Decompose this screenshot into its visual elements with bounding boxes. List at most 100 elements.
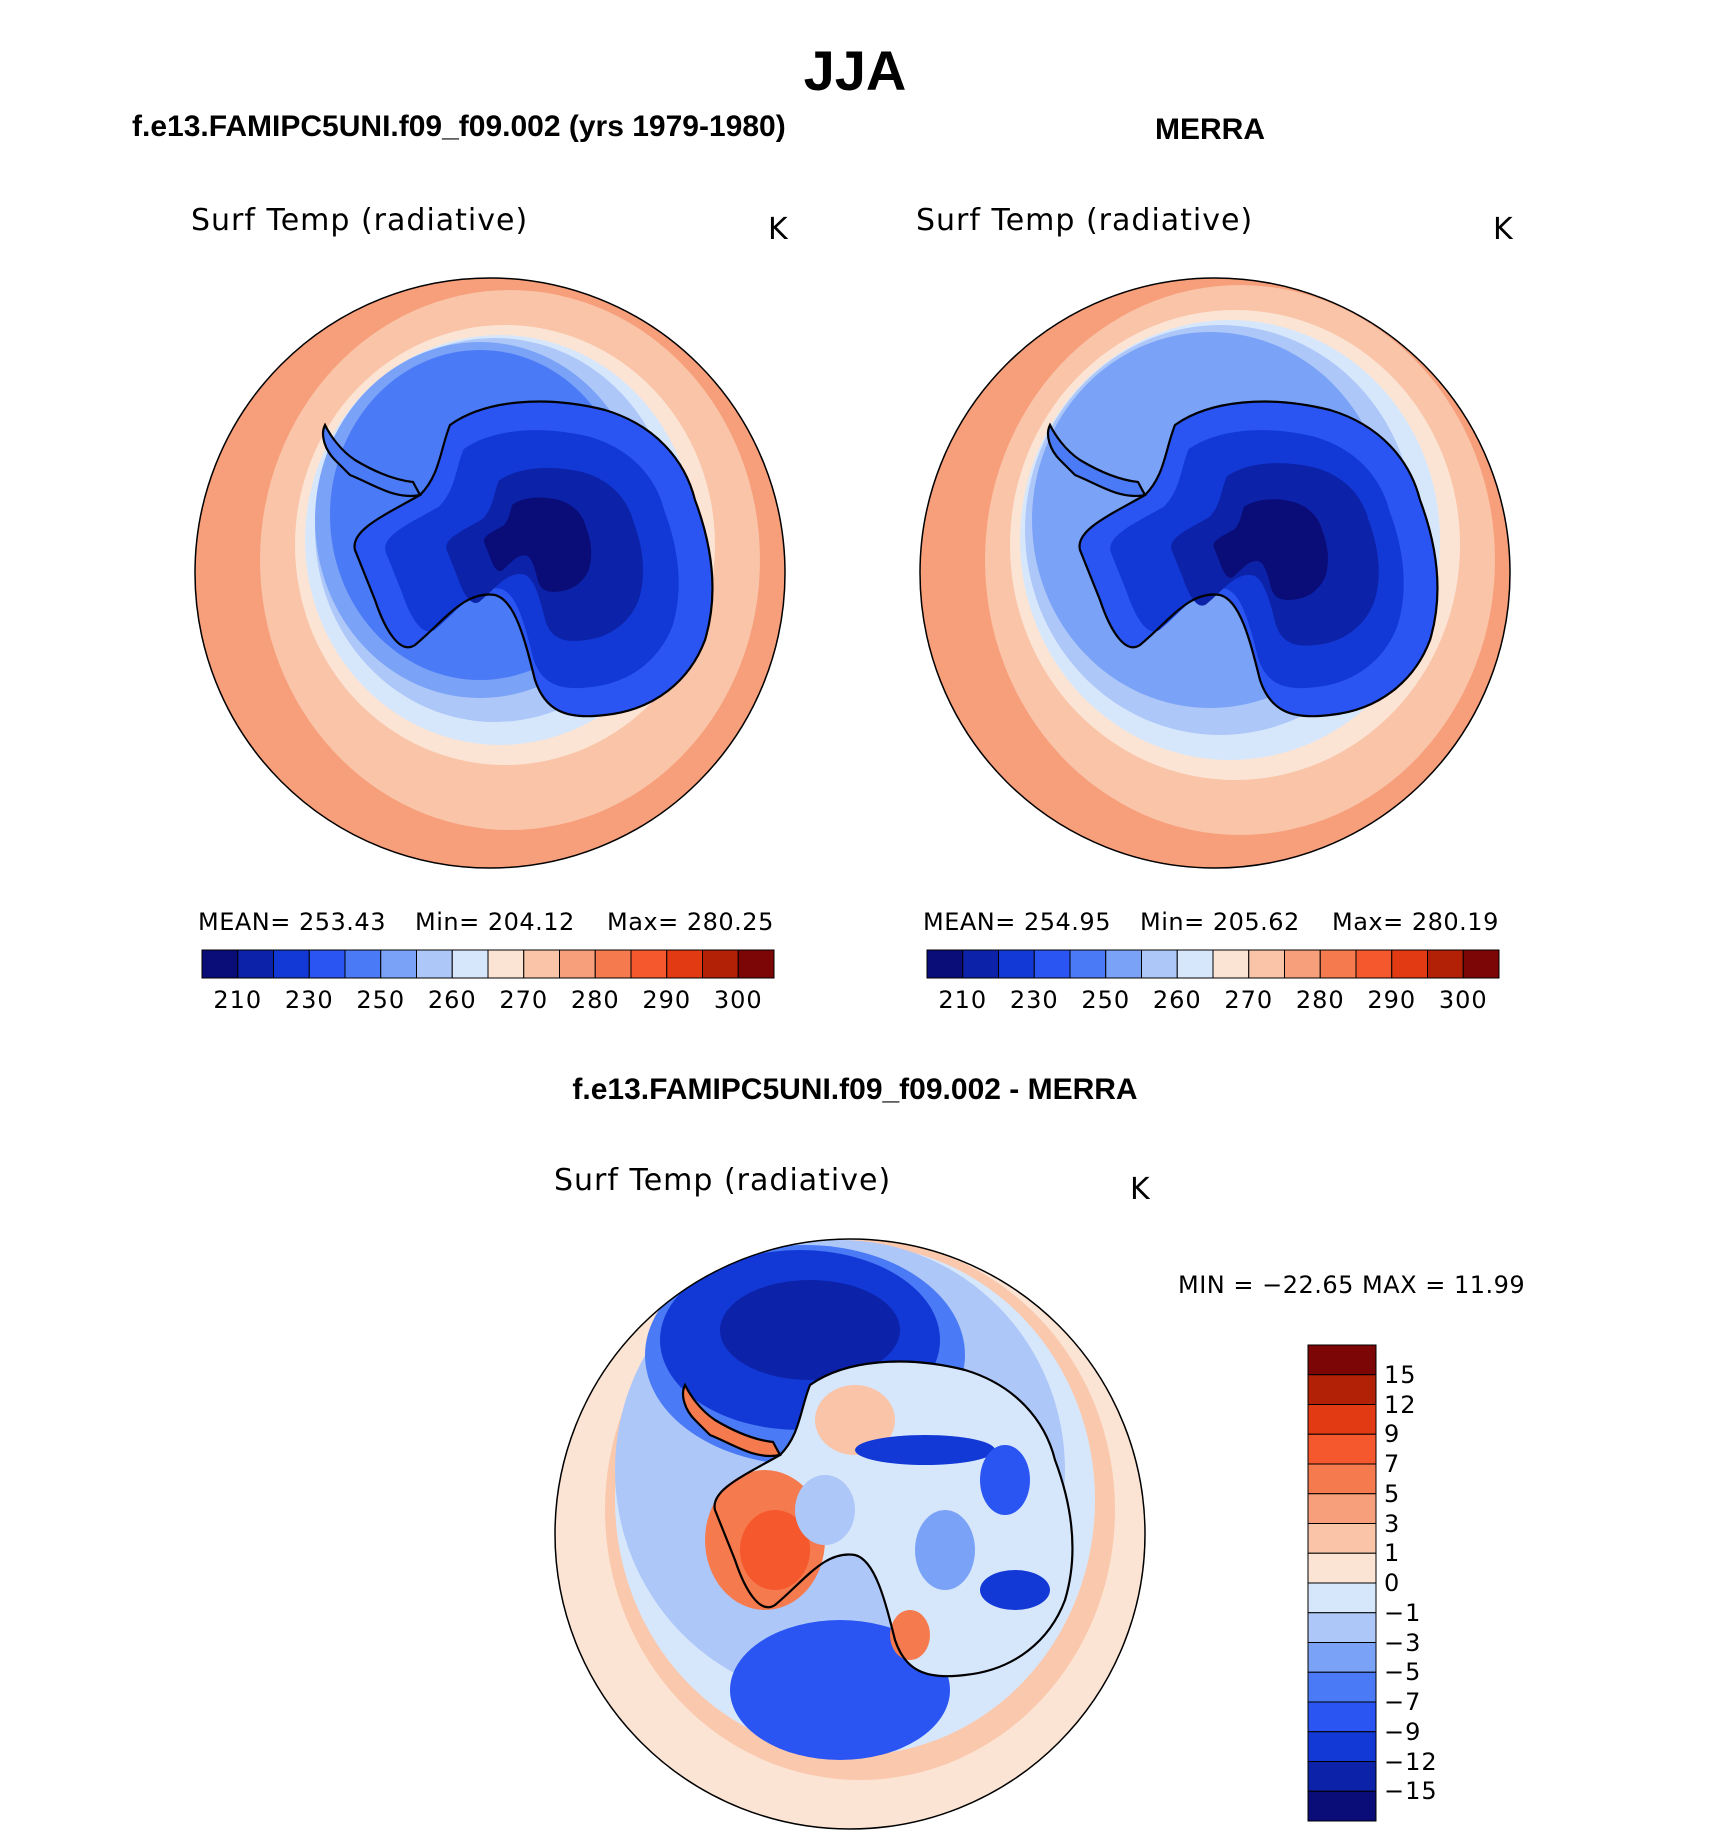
diff-panel-title: f.e13.FAMIPC5UNI.f09_f09.002 - MERRA: [572, 1073, 1138, 1106]
model-colorbar-box: [451, 949, 489, 979]
obs-colorbar-tick: 290: [1367, 986, 1417, 1014]
model-colorbar-tick: 230: [284, 986, 334, 1014]
model-variable-label: Surf Temp (radiative): [191, 203, 529, 238]
model-colorbar-tick: 280: [570, 986, 620, 1014]
diff-colorbar-tick: −12: [1384, 1747, 1438, 1776]
obs-colorbar-box: [1427, 949, 1464, 979]
obs-panel-title: MERRA: [1155, 113, 1265, 146]
diff-colorbar-box: [1307, 1463, 1377, 1495]
figure-title: JJA: [803, 39, 907, 102]
model-colorbar-box: [666, 949, 703, 979]
obs-colorbar-tick: 230: [1009, 986, 1059, 1014]
model-colorbar-box: [201, 949, 239, 979]
obs-colorbar-box: [1284, 949, 1321, 979]
obs-colorbar: [926, 949, 1500, 979]
diff-colorbar-tick: 9: [1384, 1420, 1401, 1449]
model-colorbar-box: [237, 949, 274, 979]
model-colorbar-tick: 210: [213, 986, 263, 1014]
obs-colorbar-box: [1319, 949, 1357, 979]
diff-units-label: K: [1130, 1172, 1151, 1207]
model-colorbar-box: [308, 949, 346, 979]
diff-colorbar-box: [1307, 1582, 1377, 1614]
diff-colorbar-tick: 15: [1384, 1360, 1417, 1389]
diff-colorbar-box: [1307, 1552, 1377, 1584]
diff-minmax: MIN = −22.65 MAX = 11.99: [1178, 1271, 1526, 1299]
model-colorbar-box: [559, 949, 596, 979]
model-colorbar-tick: 300: [713, 986, 763, 1014]
diff-colorbar: [1307, 1344, 1377, 1822]
obs-colorbar-box: [1141, 949, 1178, 979]
obs-colorbar-box: [1355, 949, 1393, 979]
obs-colorbar-box: [1069, 949, 1107, 979]
obs-colorbar-box: [998, 949, 1035, 979]
diff-colorbar-box: [1307, 1523, 1377, 1554]
obs-colorbar-box: [1248, 949, 1285, 979]
obs-colorbar-box: [1176, 949, 1214, 979]
diff-colorbar-box: [1307, 1701, 1377, 1733]
model-min: Min= 204.12: [415, 908, 575, 936]
obs-colorbar-tick: 280: [1295, 986, 1345, 1014]
model-max: Max= 280.25: [607, 908, 774, 936]
diff-colorbar-tick: 3: [1384, 1509, 1401, 1538]
diff-colorbar-tick: −5: [1384, 1658, 1422, 1687]
obs-colorbar-box: [1033, 949, 1071, 979]
model-mean: MEAN= 253.43: [198, 908, 386, 936]
obs-colorbar-tick: 300: [1438, 986, 1488, 1014]
model-colorbar-box: [702, 949, 739, 979]
diff-colorbar-box: [1307, 1731, 1377, 1762]
model-colorbar-box: [630, 949, 668, 979]
obs-colorbar-box: [1212, 949, 1250, 979]
diff-colorbar-tick: 1: [1384, 1539, 1401, 1568]
diff-colorbar-box: [1307, 1374, 1377, 1405]
obs-colorbar-tick: 270: [1224, 986, 1274, 1014]
model-colorbar-tick: 260: [427, 986, 477, 1014]
model-colorbar-box: [737, 949, 775, 979]
diff-colorbar-box: [1307, 1790, 1377, 1822]
model-colorbar-box: [344, 949, 382, 979]
obs-variable-label: Surf Temp (radiative): [916, 203, 1254, 238]
diff-colorbar-tick: 7: [1384, 1450, 1401, 1478]
diff-colorbar-box: [1307, 1642, 1377, 1673]
diff-colorbar-tick: −9: [1384, 1717, 1422, 1746]
diff-colorbar-tick: 0: [1384, 1569, 1401, 1597]
model-colorbar-tick: 290: [642, 986, 692, 1014]
obs-colorbar-tick: 210: [938, 986, 988, 1014]
obs-colorbar-tick: 260: [1152, 986, 1202, 1014]
obs-min: Min= 205.62: [1140, 908, 1300, 936]
model-colorbar-box: [416, 949, 453, 979]
diff-colorbar-tick: −1: [1384, 1598, 1422, 1627]
diff-variable-label: Surf Temp (radiative): [554, 1163, 892, 1198]
obs-colorbar-box: [1391, 949, 1428, 979]
model-colorbar-box: [523, 949, 560, 979]
diff-colorbar-box: [1307, 1344, 1377, 1376]
diff-colorbar-tick: −15: [1384, 1777, 1438, 1806]
model-map: [195, 278, 785, 868]
diff-colorbar-box: [1307, 1493, 1377, 1524]
model-colorbar-box: [273, 949, 310, 979]
obs-colorbar-box: [1462, 949, 1500, 979]
diff-colorbar-box: [1307, 1612, 1377, 1643]
model-colorbar-tick: 250: [356, 986, 406, 1014]
model-colorbar: [201, 949, 775, 979]
diff-colorbar-tick: 12: [1384, 1390, 1417, 1419]
diff-map: [555, 1239, 1145, 1829]
diff-colorbar-box: [1307, 1404, 1377, 1435]
model-units-label: K: [768, 212, 789, 247]
obs-max: Max= 280.19: [1332, 908, 1499, 936]
model-panel-title: f.e13.FAMIPC5UNI.f09_f09.002 (yrs 1979-1…: [132, 110, 786, 143]
obs-colorbar-tick: 250: [1081, 986, 1131, 1014]
obs-mean: MEAN= 254.95: [923, 908, 1111, 936]
model-colorbar-tick: 270: [499, 986, 549, 1014]
diff-colorbar-box: [1307, 1761, 1377, 1792]
obs-map: [920, 278, 1510, 868]
diff-colorbar-tick: 5: [1384, 1479, 1401, 1508]
obs-units-label: K: [1493, 212, 1514, 247]
diff-colorbar-tick: −3: [1384, 1628, 1422, 1657]
model-colorbar-box: [487, 949, 525, 979]
obs-colorbar-box: [962, 949, 999, 979]
model-colorbar-box: [380, 949, 417, 979]
diff-colorbar-tick: −7: [1384, 1688, 1422, 1716]
diff-colorbar-box: [1307, 1671, 1377, 1703]
model-colorbar-box: [594, 949, 632, 979]
